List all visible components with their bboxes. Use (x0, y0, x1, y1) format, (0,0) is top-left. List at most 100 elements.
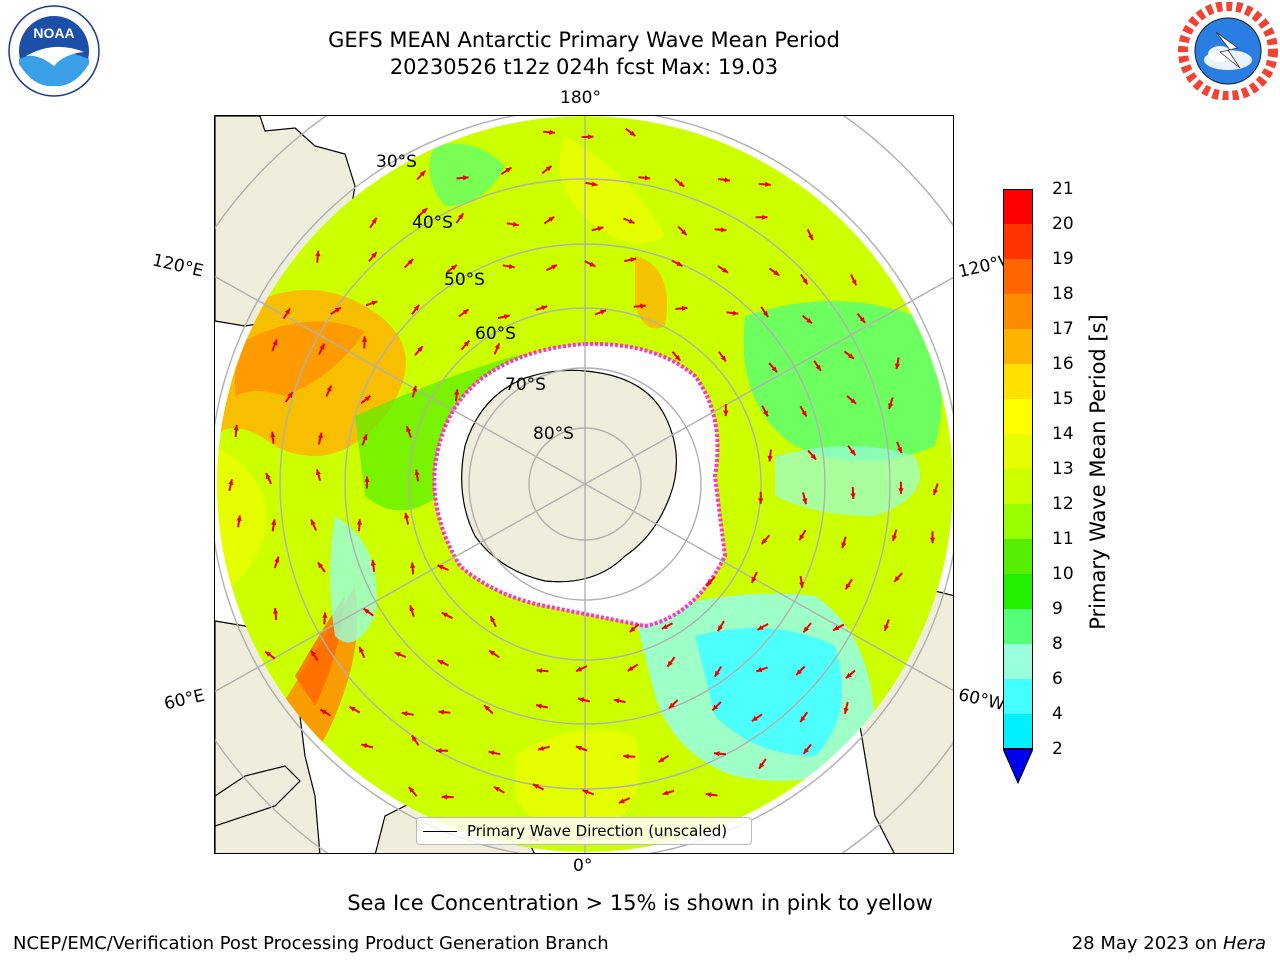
wave-arrow-head (326, 385, 332, 392)
chart-subtitle: 20230526 t12z 024h fcst Max: 19.03 (389, 55, 779, 79)
colorbar-tick-label: 18 (1052, 284, 1074, 304)
wave-arrow-head (322, 612, 328, 618)
colorbar (1003, 189, 1033, 784)
wave-arrow-head (723, 410, 729, 417)
map-panel (214, 115, 954, 854)
wave-arrow-head (541, 305, 548, 311)
wave-arrow-head (756, 667, 763, 673)
wave-arrow-head (576, 666, 583, 672)
wave-arrow-head (884, 624, 889, 631)
colorbar-tick-label: 11 (1052, 529, 1074, 549)
wave-arrow-head (933, 489, 938, 495)
wave-arrow-head (334, 307, 341, 313)
wave-arrow-head (409, 605, 415, 612)
wave-arrow-head (640, 303, 646, 309)
wave-arrow-head (751, 576, 757, 583)
colorbar-segment (1003, 189, 1033, 224)
wave-arrow-head (714, 670, 720, 677)
lat-label-60s: 60°S (475, 324, 516, 344)
colorbar-tick-label: 17 (1052, 319, 1074, 339)
wave-arrow-head (484, 705, 490, 711)
wave-arrow-head (265, 651, 272, 657)
wave-arrow-head (408, 787, 415, 793)
colorbar-segment (1003, 469, 1033, 504)
wave-arrow-head (310, 519, 316, 526)
wave-arrow-head (815, 364, 821, 371)
colorbar-segment (1003, 224, 1033, 259)
colorbar-tick-label: 2 (1052, 739, 1063, 759)
wave-arrow-head (629, 626, 636, 632)
wave-arrow-head (833, 625, 840, 631)
wave-arrow-head (404, 512, 410, 519)
wave-arrow-head (717, 625, 723, 632)
colorbar-tick-label: 12 (1052, 494, 1074, 514)
wave-arrow-head (894, 363, 900, 370)
wave-arrow-head (851, 279, 857, 286)
wave-arrow-head (589, 261, 596, 267)
wave-arrow-head (317, 432, 323, 439)
wave-arrow-head (549, 129, 555, 135)
wave-arrow-head (802, 498, 808, 505)
wave-arrow-head (315, 469, 321, 476)
wave-arrow-head (410, 562, 416, 568)
wave-arrow-head (630, 257, 637, 263)
colorbar-tick-label: 4 (1052, 704, 1063, 724)
wave-arrow-head (888, 403, 894, 409)
wave-arrow-head (759, 762, 765, 769)
wave-arrow-head (762, 214, 768, 220)
wave-arrow-head (627, 666, 634, 672)
colorbar-tick-label: 16 (1052, 354, 1074, 374)
wave-arrow-head (667, 660, 673, 667)
wave-arrow-head (661, 624, 668, 629)
wave-arrow-head (536, 703, 542, 709)
wave-arrow-head (751, 715, 758, 722)
wave-arrow-head (721, 227, 727, 233)
wave-arrow-head (761, 538, 768, 545)
wave-arrow-head (364, 476, 370, 482)
wave-arrow-head (763, 410, 768, 417)
wave-arrow-head (803, 748, 809, 754)
colorbar-segment (1003, 259, 1033, 294)
colorbar-tick-label: 9 (1052, 599, 1063, 619)
colorbar-tick-label: 19 (1052, 249, 1074, 269)
wave-arrow-head (436, 748, 442, 754)
lon-label-60w: 60°W (956, 684, 1007, 716)
wave-arrow-head (371, 300, 378, 306)
wave-arrow-head (767, 455, 773, 462)
wave-arrow-head (406, 426, 412, 433)
wave-arrow-head (363, 608, 370, 614)
wave-arrow-head (462, 309, 469, 315)
wave-arrow-head (545, 165, 552, 172)
wave-arrow-head (513, 221, 519, 227)
wave-arrow-head (892, 535, 897, 541)
colorbar-extend-triangle (1003, 748, 1033, 784)
wave-arrow-head (623, 753, 629, 759)
wave-arrow-head (454, 389, 460, 395)
wave-arrow-head (287, 392, 293, 398)
colorbar-segment (1003, 714, 1033, 749)
colorbar-segment (1003, 294, 1033, 329)
wave-arrow-head (713, 751, 720, 757)
wave-arrow-head (850, 449, 856, 456)
legend-label: Primary Wave Direction (unscaled) (467, 822, 728, 840)
wave-arrow-head (762, 310, 768, 317)
wave-arrow-head (765, 181, 771, 187)
wave-arrow-head (450, 265, 457, 271)
wave-arrow-head (317, 562, 324, 569)
wave-arrow-head (371, 217, 377, 224)
wave-arrow-head (850, 493, 856, 499)
colorbar-tick-label: 20 (1052, 214, 1074, 234)
colorbar-segment (1003, 574, 1033, 609)
wave-arrow-head (600, 309, 607, 315)
wave-arrow-head (371, 252, 377, 258)
wave-arrow-head (421, 208, 428, 214)
wave-arrow-head (441, 612, 448, 618)
wave-arrow-head (463, 340, 470, 347)
colorbar-segment (1003, 434, 1033, 469)
colorbar-tick-label: 8 (1052, 634, 1063, 654)
wave-arrow-head (441, 794, 448, 800)
wave-arrow-head (551, 264, 558, 270)
footer-credit: NCEP/EMC/Verification Post Processing Pr… (13, 933, 609, 954)
wave-arrow-head (803, 626, 809, 633)
legend-line-sample (423, 830, 457, 832)
